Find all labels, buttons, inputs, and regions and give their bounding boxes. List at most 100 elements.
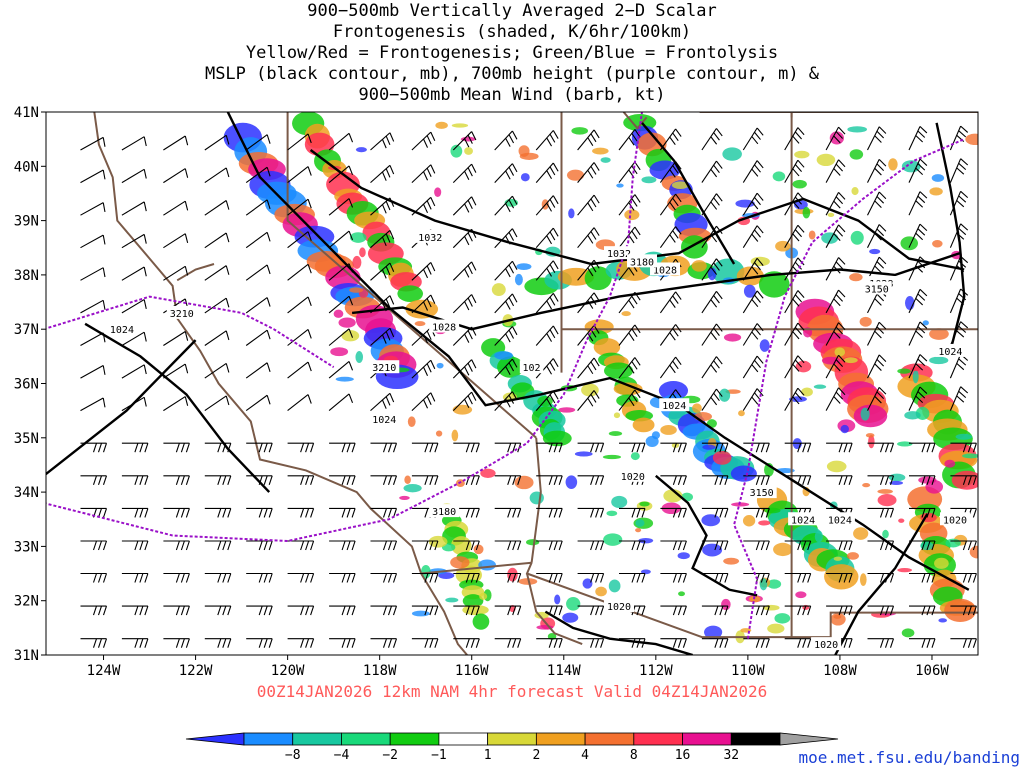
- wind-barb: [121, 331, 147, 346]
- wind-barb: [121, 136, 147, 151]
- shading-speck: [516, 263, 532, 271]
- wind-barb: [370, 132, 395, 151]
- wind-barb: [743, 638, 770, 648]
- wind-barb: [246, 638, 273, 648]
- wind-barb: [867, 159, 887, 183]
- wind-barb: [452, 359, 477, 379]
- map-content: 1032103210281028102810241024102410241020…: [46, 112, 978, 655]
- lon-tick-label: 120W: [271, 663, 305, 679]
- wind-barb: [411, 638, 439, 648]
- shading-speck: [399, 495, 410, 500]
- height-label: 3210: [372, 363, 396, 374]
- wind-barb: [618, 129, 641, 151]
- shading-speck: [792, 179, 807, 189]
- shading-speck: [702, 444, 716, 450]
- wind-barb: [287, 133, 312, 151]
- wind-barb: [784, 322, 805, 346]
- wind-barb: [867, 321, 887, 346]
- contour-label-bg: [650, 262, 681, 276]
- mslp-label: 1020: [621, 472, 645, 483]
- shading-speck: [518, 145, 530, 157]
- wind-barb: [536, 638, 563, 648]
- shading-speck: [452, 404, 473, 415]
- colorbar-label: 8: [630, 748, 638, 763]
- wind-barb: [659, 291, 682, 314]
- wind-barb: [411, 392, 436, 411]
- wind-barb: [701, 442, 729, 453]
- shading-speck: [897, 568, 912, 573]
- us-mexico-border-az-nm: [525, 562, 909, 639]
- shading-speck: [571, 127, 589, 135]
- wind-barb: [577, 638, 605, 648]
- wind-barb: [536, 442, 563, 453]
- lat-tick-label: 36N: [14, 377, 39, 393]
- wind-barb: [204, 232, 230, 249]
- shading-speck: [635, 519, 645, 527]
- contour-label-bg: [415, 229, 446, 243]
- lat-tick-label: 40N: [14, 159, 39, 175]
- lat-tick-label: 35N: [14, 431, 39, 447]
- shading-speck: [529, 491, 544, 505]
- contour-label-bg: [939, 512, 970, 526]
- shading-speck: [888, 158, 898, 171]
- wind-barb: [121, 299, 147, 314]
- wind-barb: [329, 475, 356, 485]
- wind-barb: [784, 224, 805, 248]
- colorbar-label: −2: [382, 748, 398, 763]
- mslp-contour-1032: [309, 149, 965, 271]
- wind-barb: [204, 395, 230, 412]
- colorbar-label: 32: [723, 748, 739, 763]
- shading-speck: [767, 579, 782, 589]
- mslp-contour-1020-az: [655, 474, 758, 597]
- wind-barb: [660, 507, 687, 518]
- height-label: 3180: [630, 257, 654, 268]
- wind-barb: [908, 223, 928, 248]
- wind-barb: [494, 293, 518, 314]
- wind-barb: [494, 572, 522, 583]
- shading-blob: [462, 594, 484, 608]
- lon-tick-label: 118W: [363, 663, 397, 679]
- shading-speck: [445, 597, 459, 603]
- wind-barb: [370, 540, 398, 551]
- wind-barb: [328, 230, 354, 249]
- lat-tick-label: 33N: [14, 539, 39, 555]
- wind-barb: [701, 356, 723, 379]
- lat-tick-label: 37N: [14, 322, 39, 338]
- shading-speck: [833, 556, 843, 561]
- mslp-contour-east: [935, 122, 966, 352]
- wind-barb: [949, 190, 969, 216]
- shading-speck: [816, 153, 836, 167]
- wind-barb: [701, 605, 729, 616]
- wind-barb: [535, 358, 559, 379]
- shading-speck: [582, 578, 593, 589]
- shading-speck: [451, 429, 459, 442]
- wind-barb: [743, 475, 770, 485]
- wind-barb: [784, 387, 805, 411]
- shading-blob: [853, 404, 888, 428]
- wind-barb: [204, 475, 232, 485]
- wind-barb: [743, 572, 770, 583]
- wind-barb: [80, 202, 106, 216]
- wind-barb: [80, 169, 106, 184]
- shading-speck: [718, 388, 731, 402]
- wind-barb: [329, 572, 356, 583]
- wind-barb: [494, 326, 518, 346]
- contour-label-bg: [604, 599, 635, 613]
- shading-speck: [834, 347, 846, 357]
- height-contour-3180: [46, 112, 643, 543]
- wind-barb: [452, 163, 477, 183]
- bay-inlet: [176, 263, 215, 282]
- contour-label-bg: [429, 319, 460, 333]
- wind-barb: [204, 200, 230, 216]
- shading-speck: [639, 501, 650, 507]
- wind-barb: [950, 442, 977, 453]
- wind-barb: [245, 394, 271, 412]
- shading-speck: [692, 403, 702, 413]
- wind-barb: [494, 260, 518, 281]
- shading-speck: [945, 538, 961, 548]
- wind-barb: [80, 605, 108, 616]
- wind-barb: [121, 201, 147, 216]
- contour-label-bg: [166, 305, 197, 319]
- shading-speck: [969, 545, 978, 559]
- wind-barb: [535, 130, 559, 151]
